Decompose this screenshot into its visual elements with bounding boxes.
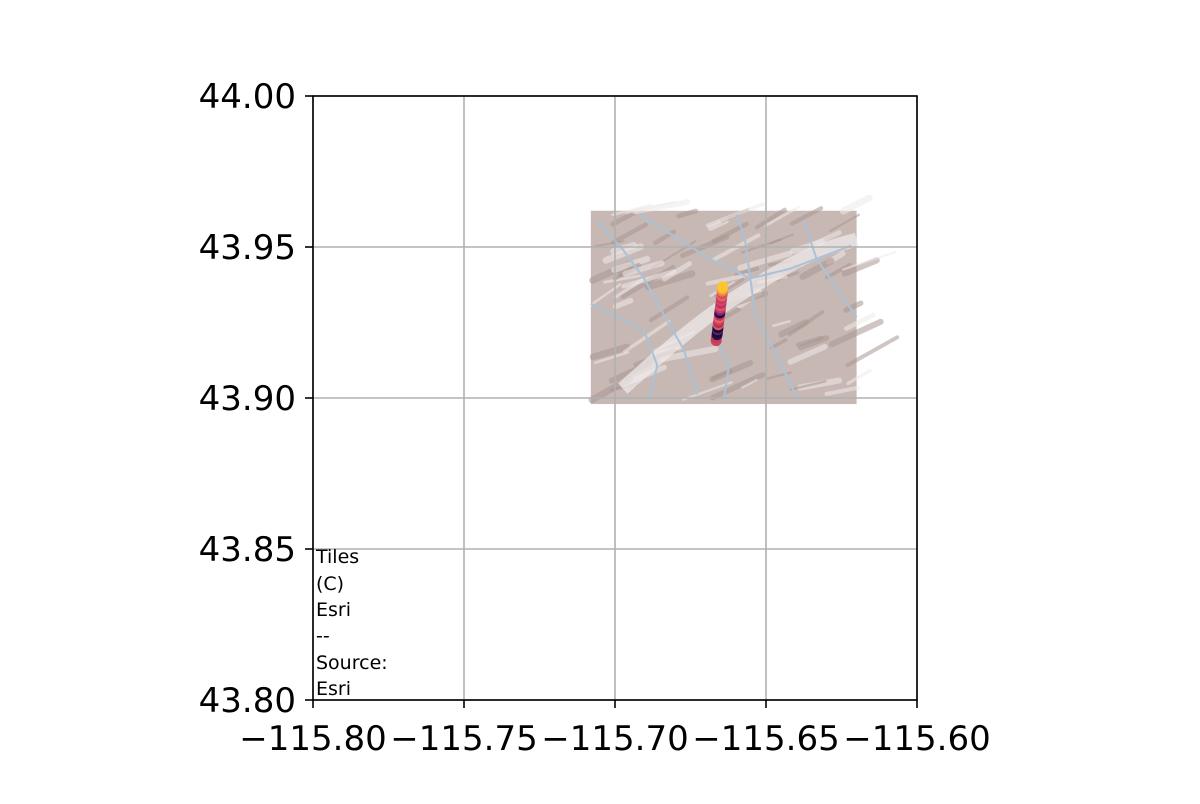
relief-streak <box>799 257 835 281</box>
x-tick-label: −115.75 <box>390 719 537 759</box>
relief-streak <box>764 205 800 227</box>
y-tick-label: 43.95 <box>199 228 296 268</box>
relief-streak <box>705 202 765 228</box>
relief-streak <box>825 262 852 280</box>
y-tick-label: 43.80 <box>199 681 296 721</box>
x-tick-label: −115.70 <box>541 719 688 759</box>
relief-streak <box>622 260 665 277</box>
valley-highlight <box>618 232 859 394</box>
attribution-line-6: Esri <box>316 678 351 700</box>
x-tick-label: −115.60 <box>843 719 990 759</box>
relief-streak <box>829 213 861 233</box>
attribution-line-5: Source: <box>316 652 388 674</box>
relief-streak <box>770 338 788 350</box>
relief-streak <box>659 345 719 363</box>
relief-streak <box>705 273 749 286</box>
relief-streak <box>676 208 699 219</box>
relief-streak <box>621 269 677 289</box>
relief-streak <box>611 222 648 245</box>
river <box>802 220 858 318</box>
relief-streak <box>787 343 828 365</box>
relief-streak <box>843 300 864 313</box>
y-tick-label: 43.90 <box>199 379 296 419</box>
basemap-tile <box>588 194 900 405</box>
relief-streak <box>778 319 809 338</box>
relief-streak <box>648 295 690 323</box>
attribution-line-1: Tiles <box>315 546 359 568</box>
relief-streak <box>824 385 861 397</box>
y-tick-label: 44.00 <box>199 77 296 117</box>
relief-streak <box>765 371 792 380</box>
relief-streak <box>740 238 783 254</box>
relief-streak <box>661 261 693 282</box>
attribution-line-4: -- <box>316 625 330 647</box>
relief-streak <box>603 274 642 284</box>
relief-streak <box>842 251 897 271</box>
relief-streak <box>796 335 824 347</box>
relief-streak <box>611 255 651 273</box>
grid <box>312 95 918 701</box>
relief-streak <box>789 380 827 391</box>
relief-streak <box>612 297 634 310</box>
relief-streak <box>644 270 696 291</box>
relief-streak <box>613 278 644 299</box>
relief-streak <box>841 257 880 277</box>
x-tick-label: −115.65 <box>692 719 839 759</box>
relief-streak <box>741 378 758 389</box>
relief-streak <box>828 318 884 348</box>
river <box>595 219 699 395</box>
relief-streak <box>839 194 873 215</box>
relief-streak <box>789 206 824 226</box>
relief-streak <box>846 368 872 386</box>
axis-ticks: −115.80 −115.75 −115.70 −115.65 −115.60 43.80… <box>199 77 991 759</box>
relief-streak <box>772 319 791 328</box>
scatter-points <box>710 281 729 347</box>
relief-streak <box>625 201 675 215</box>
river <box>736 214 800 401</box>
relief-streak <box>594 240 625 248</box>
relief-streak <box>602 243 644 264</box>
relief-streak <box>709 372 766 401</box>
relief-streak <box>611 203 652 217</box>
y-tick-label: 43.85 <box>199 530 296 570</box>
x-tick-label: −115.80 <box>239 719 386 759</box>
relief-streak <box>845 335 900 368</box>
relief-streak <box>843 312 876 331</box>
relief-streak <box>681 381 733 401</box>
relief-streak <box>798 335 830 351</box>
relief-streak <box>610 210 637 227</box>
relief-streak <box>589 343 631 361</box>
river <box>638 213 852 280</box>
river <box>590 302 659 401</box>
attribution-line-2: (C) <box>316 573 344 595</box>
data-point <box>717 281 729 293</box>
attribution-line-3: Esri <box>316 599 351 621</box>
relief-streak <box>594 351 630 364</box>
relief-streak <box>754 207 787 230</box>
